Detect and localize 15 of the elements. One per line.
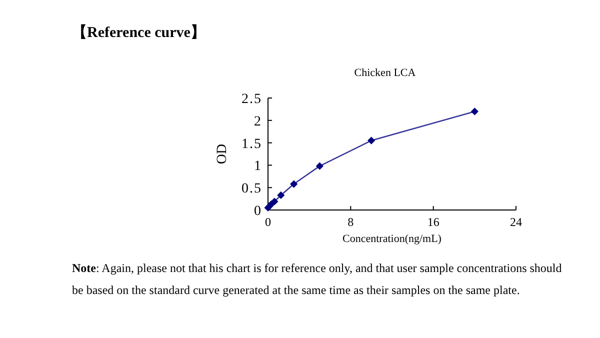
x-tick-label: 8 <box>348 215 354 229</box>
y-tick-label: 1 <box>254 159 262 174</box>
y-tick-label: 0 <box>254 204 262 219</box>
y-tick-label: 2.5 <box>242 92 262 107</box>
text: Note: Again, please not that his chart is for reference only, and that user sample concentrations should be based on the standard curve generated at the same time as their samples on the same plate. <box>72 260 563 299</box>
x-tick-label: 16 <box>427 215 440 229</box>
x-tick-label: 0 <box>265 215 271 229</box>
text: 【Reference curve】 <box>72 24 206 41</box>
y-tick-label: 1.5 <box>242 136 262 152</box>
chart-subtitle: Chicken LCA <box>354 67 416 79</box>
y-axis-title: OD <box>215 144 230 164</box>
y-tick-label: 0.5 <box>242 182 262 197</box>
x-tick-label: 24 <box>510 215 522 229</box>
y-tick-label: 2 <box>254 114 262 130</box>
x-axis-title: Concentration(ng/mL) <box>342 233 442 245</box>
